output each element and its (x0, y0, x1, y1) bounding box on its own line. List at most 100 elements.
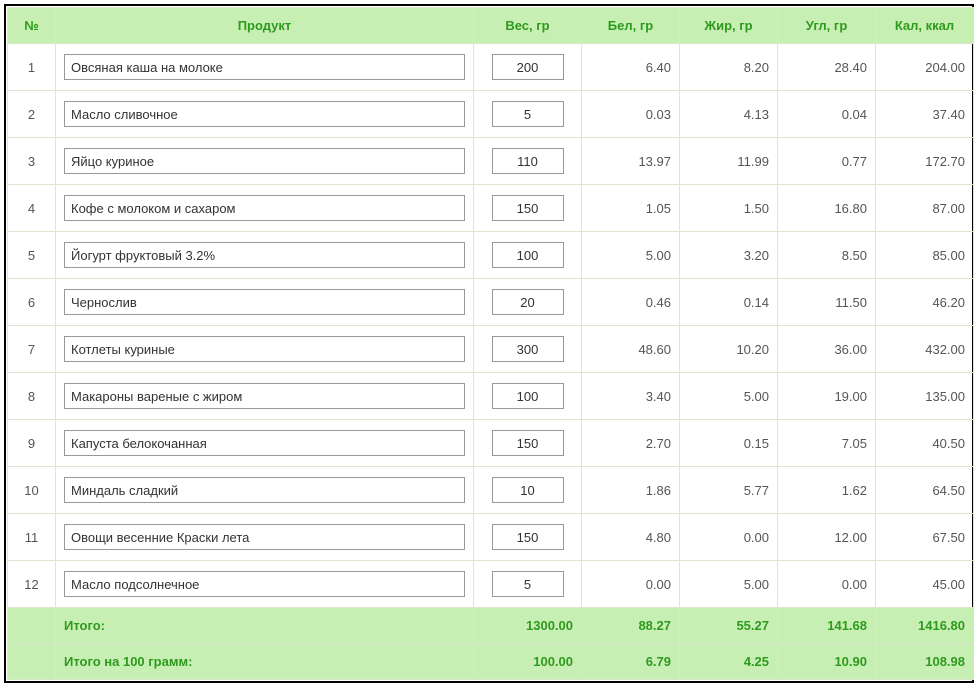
table-row: 313.9711.990.77172.70 (8, 138, 974, 185)
product-input[interactable] (64, 383, 465, 409)
row-weight-cell (474, 420, 582, 467)
row-fat: 0.14 (680, 279, 778, 326)
product-input[interactable] (64, 289, 465, 315)
row-fat: 10.20 (680, 326, 778, 373)
row-product-cell (56, 467, 474, 514)
product-input[interactable] (64, 571, 465, 597)
row-weight-cell (474, 91, 582, 138)
row-kcal: 172.70 (876, 138, 974, 185)
totals-label: Итого: (56, 608, 474, 644)
weight-input[interactable] (492, 477, 564, 503)
table-row: 120.005.000.0045.00 (8, 561, 974, 608)
col-header-num: № (8, 8, 56, 44)
row-protein: 3.40 (582, 373, 680, 420)
weight-input[interactable] (492, 336, 564, 362)
row-weight-cell (474, 561, 582, 608)
product-input[interactable] (64, 524, 465, 550)
weight-input[interactable] (492, 242, 564, 268)
row-num: 6 (8, 279, 56, 326)
row-product-cell (56, 514, 474, 561)
row-fat: 0.00 (680, 514, 778, 561)
totals-spacer (8, 608, 56, 644)
row-protein: 0.00 (582, 561, 680, 608)
nutrition-table-container: № Продукт Вес, гр Бел, гр Жир, гр Угл, г… (4, 4, 974, 683)
weight-input[interactable] (492, 195, 564, 221)
row-product-cell (56, 420, 474, 467)
totals100-spacer (8, 644, 56, 680)
row-carb: 7.05 (778, 420, 876, 467)
row-num: 10 (8, 467, 56, 514)
row-protein: 48.60 (582, 326, 680, 373)
totals100-label: Итого на 100 грамм: (56, 644, 474, 680)
totals-carb: 141.68 (778, 608, 876, 644)
totals100-carb: 10.90 (778, 644, 876, 680)
table-header-row: № Продукт Вес, гр Бел, гр Жир, гр Угл, г… (8, 8, 974, 44)
row-kcal: 45.00 (876, 561, 974, 608)
totals100-weight: 100.00 (474, 644, 582, 680)
row-kcal: 37.40 (876, 91, 974, 138)
product-input[interactable] (64, 336, 465, 362)
row-protein: 1.86 (582, 467, 680, 514)
row-fat: 5.77 (680, 467, 778, 514)
row-num: 2 (8, 91, 56, 138)
product-input[interactable] (64, 101, 465, 127)
table-row: 101.865.771.6264.50 (8, 467, 974, 514)
row-protein: 0.03 (582, 91, 680, 138)
row-carb: 12.00 (778, 514, 876, 561)
product-input[interactable] (64, 477, 465, 503)
row-product-cell (56, 279, 474, 326)
col-header-weight: Вес, гр (474, 8, 582, 44)
row-weight-cell (474, 138, 582, 185)
row-weight-cell (474, 279, 582, 326)
totals100-protein: 6.79 (582, 644, 680, 680)
product-input[interactable] (64, 54, 465, 80)
col-header-protein: Бел, гр (582, 8, 680, 44)
row-num: 12 (8, 561, 56, 608)
row-kcal: 204.00 (876, 44, 974, 91)
table-row: 20.034.130.0437.40 (8, 91, 974, 138)
row-fat: 4.13 (680, 91, 778, 138)
product-input[interactable] (64, 195, 465, 221)
totals100-kcal: 108.98 (876, 644, 974, 680)
row-protein: 1.05 (582, 185, 680, 232)
row-weight-cell (474, 44, 582, 91)
row-product-cell (56, 91, 474, 138)
table-row: 55.003.208.5085.00 (8, 232, 974, 279)
table-row: 92.700.157.0540.50 (8, 420, 974, 467)
row-kcal: 85.00 (876, 232, 974, 279)
row-carb: 16.80 (778, 185, 876, 232)
totals-kcal: 1416.80 (876, 608, 974, 644)
row-fat: 8.20 (680, 44, 778, 91)
totals-fat: 55.27 (680, 608, 778, 644)
weight-input[interactable] (492, 430, 564, 456)
weight-input[interactable] (492, 54, 564, 80)
col-header-fat: Жир, гр (680, 8, 778, 44)
weight-input[interactable] (492, 148, 564, 174)
weight-input[interactable] (492, 383, 564, 409)
row-weight-cell (474, 373, 582, 420)
product-input[interactable] (64, 148, 465, 174)
table-row: 114.800.0012.0067.50 (8, 514, 974, 561)
table-row: 1 6.408.2028.40204.00 (8, 44, 974, 91)
row-num: 4 (8, 185, 56, 232)
row-protein: 4.80 (582, 514, 680, 561)
row-carb: 28.40 (778, 44, 876, 91)
row-num: 1 (8, 44, 56, 91)
row-protein: 6.40 (582, 44, 680, 91)
table-row: 748.6010.2036.00432.00 (8, 326, 974, 373)
row-num: 11 (8, 514, 56, 561)
weight-input[interactable] (492, 289, 564, 315)
row-weight-cell (474, 514, 582, 561)
weight-input[interactable] (492, 101, 564, 127)
weight-input[interactable] (492, 571, 564, 597)
row-num: 9 (8, 420, 56, 467)
product-input[interactable] (64, 430, 465, 456)
product-input[interactable] (64, 242, 465, 268)
row-fat: 5.00 (680, 373, 778, 420)
row-carb: 36.00 (778, 326, 876, 373)
row-protein: 13.97 (582, 138, 680, 185)
row-fat: 5.00 (680, 561, 778, 608)
row-protein: 0.46 (582, 279, 680, 326)
table-row: 60.460.1411.5046.20 (8, 279, 974, 326)
weight-input[interactable] (492, 524, 564, 550)
